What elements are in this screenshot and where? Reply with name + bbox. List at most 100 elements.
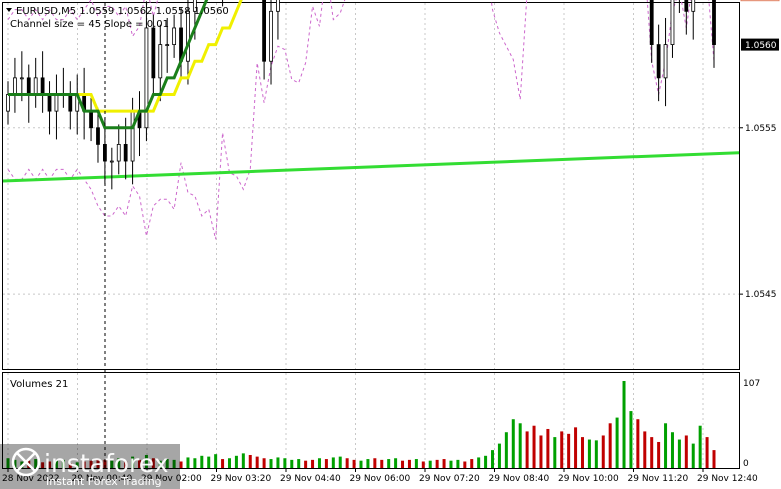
candle-body bbox=[19, 77, 24, 80]
watermark-brand: instaforex bbox=[44, 449, 169, 478]
volume-bar bbox=[214, 454, 218, 468]
dropdown-triangle-icon[interactable] bbox=[6, 8, 12, 12]
volume-bars bbox=[6, 381, 716, 468]
time-tick-label: 29 Nov 10:00 bbox=[558, 474, 619, 484]
candle-body bbox=[712, 0, 716, 45]
volume-bar bbox=[234, 455, 238, 468]
volume-bar bbox=[248, 454, 252, 468]
volume-bar bbox=[324, 459, 328, 468]
candles bbox=[6, 0, 716, 190]
volume-bar bbox=[373, 458, 377, 468]
volume-bar bbox=[643, 431, 647, 468]
volume-bar bbox=[262, 458, 266, 468]
volume-bar bbox=[705, 437, 709, 468]
price-tick-label: 1.0555 bbox=[745, 124, 777, 134]
volume-bar bbox=[283, 458, 287, 468]
price-tag-label: 1.0560 bbox=[745, 41, 777, 51]
candle-body bbox=[144, 27, 149, 129]
candle-body bbox=[158, 44, 163, 79]
time-tick-label: 29 Nov 03:20 bbox=[211, 474, 272, 484]
candle-body bbox=[96, 127, 100, 145]
volume-bar bbox=[477, 457, 481, 468]
volume-bar bbox=[34, 459, 38, 468]
volume-bar bbox=[594, 440, 598, 468]
time-tick-label: 29 Nov 07:20 bbox=[419, 474, 480, 484]
candle-body bbox=[130, 110, 135, 162]
volume-bar bbox=[172, 459, 176, 468]
volume-bar bbox=[48, 461, 52, 468]
volume-bar bbox=[131, 456, 135, 468]
candle-body bbox=[649, 0, 654, 45]
candle-body bbox=[13, 77, 17, 95]
candle-body bbox=[103, 144, 107, 162]
volume-bar bbox=[144, 454, 148, 468]
volume-bar bbox=[13, 459, 17, 468]
volume-bar bbox=[96, 459, 100, 468]
volume-bar bbox=[691, 443, 695, 468]
volume-bar bbox=[532, 425, 536, 468]
volume-bar bbox=[442, 459, 446, 468]
volume-bar bbox=[117, 458, 121, 468]
volume-bar bbox=[491, 450, 495, 468]
volume-bar bbox=[380, 459, 384, 468]
volume-bar bbox=[601, 435, 605, 468]
time-tick-label: 29 Nov 04:40 bbox=[280, 474, 341, 484]
price-tag-box bbox=[740, 0, 780, 2]
grid-lines bbox=[3, 3, 739, 468]
price-tag-box bbox=[741, 38, 779, 51]
volume-bar bbox=[421, 461, 425, 468]
volume-bar bbox=[428, 460, 432, 468]
candle-body bbox=[40, 77, 45, 95]
volume-bar bbox=[518, 423, 522, 468]
volume-bar bbox=[456, 459, 460, 468]
time-tick-label: 29 Nov 06:00 bbox=[350, 474, 411, 484]
volume-bar bbox=[165, 459, 169, 468]
volume-bar bbox=[110, 460, 114, 468]
volume-zero-label: 0 bbox=[743, 459, 749, 469]
volume-bar bbox=[311, 459, 315, 468]
volume-bar bbox=[304, 460, 308, 468]
volume-bar bbox=[670, 432, 674, 468]
volume-bar bbox=[186, 457, 190, 468]
volume-bar bbox=[484, 455, 488, 468]
volume-bar bbox=[61, 459, 65, 468]
volume-bar bbox=[525, 431, 529, 468]
volume-bar bbox=[636, 419, 640, 468]
chart-header: EURUSD,M5 1.0559 1.0562 1.0558 1.0560 Ch… bbox=[6, 6, 229, 30]
watermark-tagline: Instant Forex Trading bbox=[46, 475, 162, 488]
volume-bar bbox=[470, 459, 474, 468]
volume-bar bbox=[401, 460, 405, 468]
volume-bar bbox=[615, 417, 619, 468]
volume-bar bbox=[207, 456, 211, 468]
volume-bar bbox=[574, 427, 578, 468]
candle-body bbox=[656, 44, 661, 79]
candle-body bbox=[670, 0, 675, 45]
volume-bar bbox=[587, 439, 591, 468]
candle-body bbox=[663, 44, 668, 79]
volume-bar bbox=[276, 457, 280, 468]
candle-body bbox=[262, 0, 266, 62]
candle-body bbox=[89, 110, 93, 129]
volume-bar bbox=[41, 462, 45, 468]
volume-bar bbox=[629, 411, 633, 468]
candle-body bbox=[109, 160, 114, 163]
moving-average-green bbox=[8, 0, 209, 130]
volume-bar bbox=[504, 432, 508, 468]
volume-bar bbox=[435, 459, 439, 468]
volume-bar bbox=[200, 455, 204, 468]
volume-bar bbox=[193, 458, 197, 468]
volume-bar bbox=[560, 431, 564, 468]
symbol-line: EURUSD,M5 1.0559 1.0562 1.0558 1.0560 bbox=[16, 6, 229, 17]
volume-bar bbox=[158, 460, 162, 468]
volume-bar bbox=[414, 459, 418, 468]
instaforex-logo-icon bbox=[11, 447, 41, 477]
candle-body bbox=[276, 0, 280, 12]
volume-bar bbox=[290, 459, 294, 468]
volume-bar bbox=[539, 435, 543, 468]
candle-body bbox=[26, 77, 31, 95]
time-tick-label: 29 Nov 12:40 bbox=[697, 474, 758, 484]
volume-bar bbox=[179, 461, 183, 468]
volume-bar bbox=[227, 458, 231, 468]
volume-bar bbox=[359, 460, 363, 468]
instaforex-watermark: instaforex Instant Forex Trading bbox=[0, 444, 180, 489]
